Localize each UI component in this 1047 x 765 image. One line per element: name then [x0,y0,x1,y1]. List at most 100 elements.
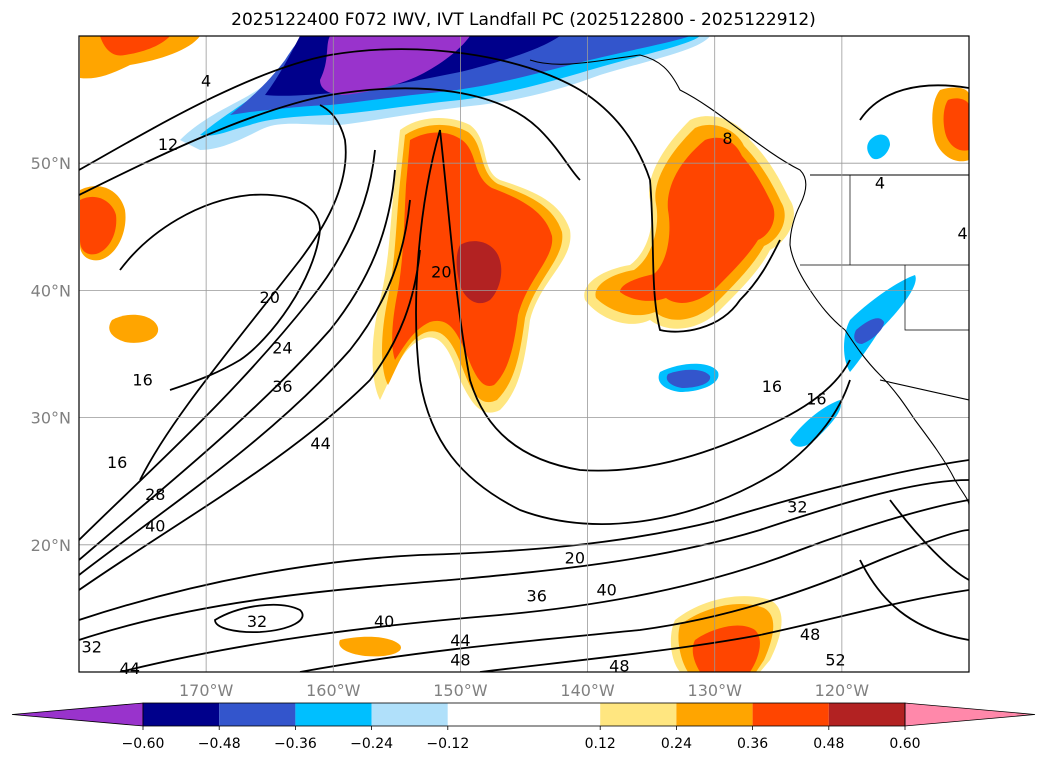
contour-label: 24 [272,339,292,358]
contour-line [859,559,969,641]
svg-text:40: 40 [145,517,165,536]
colorbar-extend-max [904,702,1036,727]
graticule [79,36,969,672]
contour-line [79,48,651,181]
contour-label: 20 [431,262,451,281]
svg-text:20: 20 [260,288,280,307]
contour-label: 16 [762,377,782,396]
svg-text:44: 44 [450,631,470,650]
contour-label: 16 [806,390,826,409]
positive-blob-nw-red [80,196,117,255]
svg-text:52: 52 [825,650,845,669]
contour-line [649,179,781,333]
svg-text:4: 4 [958,224,968,243]
positive-blob-south [339,636,401,657]
contour-label: 48 [450,650,470,669]
contour-line [79,149,376,541]
contour-label: 36 [527,587,547,606]
contour-line [79,199,411,576]
colorbar [11,702,1036,727]
contour-label: 48 [800,625,820,644]
svg-text:36: 36 [272,377,292,396]
contour-label: 16 [107,453,127,472]
contour-layer [79,48,969,672]
colorbar-bin [219,703,296,726]
svg-text:48: 48 [800,625,820,644]
positive-plume-core [456,241,502,304]
colorbar-tick-label: −0.24 [350,736,393,752]
contour-line [859,84,969,121]
svg-text:20: 20 [431,262,451,281]
contour-label: 40 [374,612,394,631]
colorbar-tick-label: 0.36 [737,736,768,752]
svg-text:4: 4 [201,72,211,91]
svg-text:16: 16 [762,377,782,396]
negative-blob-mid-inner [666,369,711,388]
contour-line [79,459,969,621]
svg-text:16: 16 [132,370,152,389]
svg-text:40: 40 [374,612,394,631]
contour-line [439,129,851,472]
lon-tick-label: 160°W [306,681,361,700]
contour-line [415,129,851,525]
colorbar-tick-label: 0.24 [661,736,692,752]
svg-text:36: 36 [527,587,547,606]
contour-label: 32 [247,612,267,631]
positive-blob-topleft-red [100,36,170,56]
contour-line [79,87,581,196]
colorbar-extend-min [11,702,144,727]
border-us-mexico [879,379,969,401]
contour-line [299,529,969,672]
contour-line [139,104,347,481]
colorbar-tick-label: −0.36 [274,736,317,752]
contour-line [889,499,969,581]
colorbar-tick-label: 0.48 [813,736,844,752]
latitude-labels: 20°N 30°N 40°N 50°N [31,154,71,555]
colorbar-bin [828,703,905,726]
colorbar-tick-labels: −0.60 −0.48 −0.36 −0.24 −0.12 0.12 0.24 0.36 0.4… [122,726,921,752]
contour-label: 32 [82,638,102,657]
plot-frame [78,35,970,673]
positive-region-coast-red [620,137,775,303]
state-lines [800,175,969,331]
coastline-layer [529,54,969,506]
svg-text:44: 44 [120,659,140,678]
lat-tick-label: 40°N [31,281,71,300]
contour-label: 44 [310,434,330,453]
negative-blob-ne [867,134,890,160]
contour-line [79,479,969,641]
lon-tick-label: 130°W [688,681,743,700]
contour-label: 4 [875,173,885,192]
contour-label: 4 [958,224,968,243]
contour-label: 52 [825,650,845,669]
lon-tick-label: 150°W [433,681,488,700]
lat-tick-label: 30°N [31,409,71,428]
colorbar-frame [142,702,906,727]
contour-label: 32 [787,498,807,517]
contour-label: 20 [260,288,280,307]
svg-text:48: 48 [450,650,470,669]
lon-tick-label: 140°W [560,681,615,700]
svg-text:4: 4 [875,173,885,192]
contour-label: 16 [132,370,152,389]
coastline-alaska [529,54,969,506]
svg-text:32: 32 [82,638,102,657]
positive-blob-west [109,314,159,343]
contour-label: 48 [609,657,629,676]
contour-label: 12 [158,135,178,154]
svg-text:20: 20 [565,549,585,568]
contour-label: 44 [120,659,140,678]
svg-text:40: 40 [596,580,616,599]
contour-line [119,499,969,672]
contour-label: 36 [272,377,292,396]
contour-label: 40 [596,580,616,599]
contour-line [79,169,396,561]
contour-line [214,603,304,633]
colorbar-tick-label: −0.48 [198,736,241,752]
colorbar-bin [143,703,220,726]
filled-probability-layer [80,36,969,672]
svg-text:32: 32 [787,498,807,517]
colorbar-bin [600,703,677,726]
